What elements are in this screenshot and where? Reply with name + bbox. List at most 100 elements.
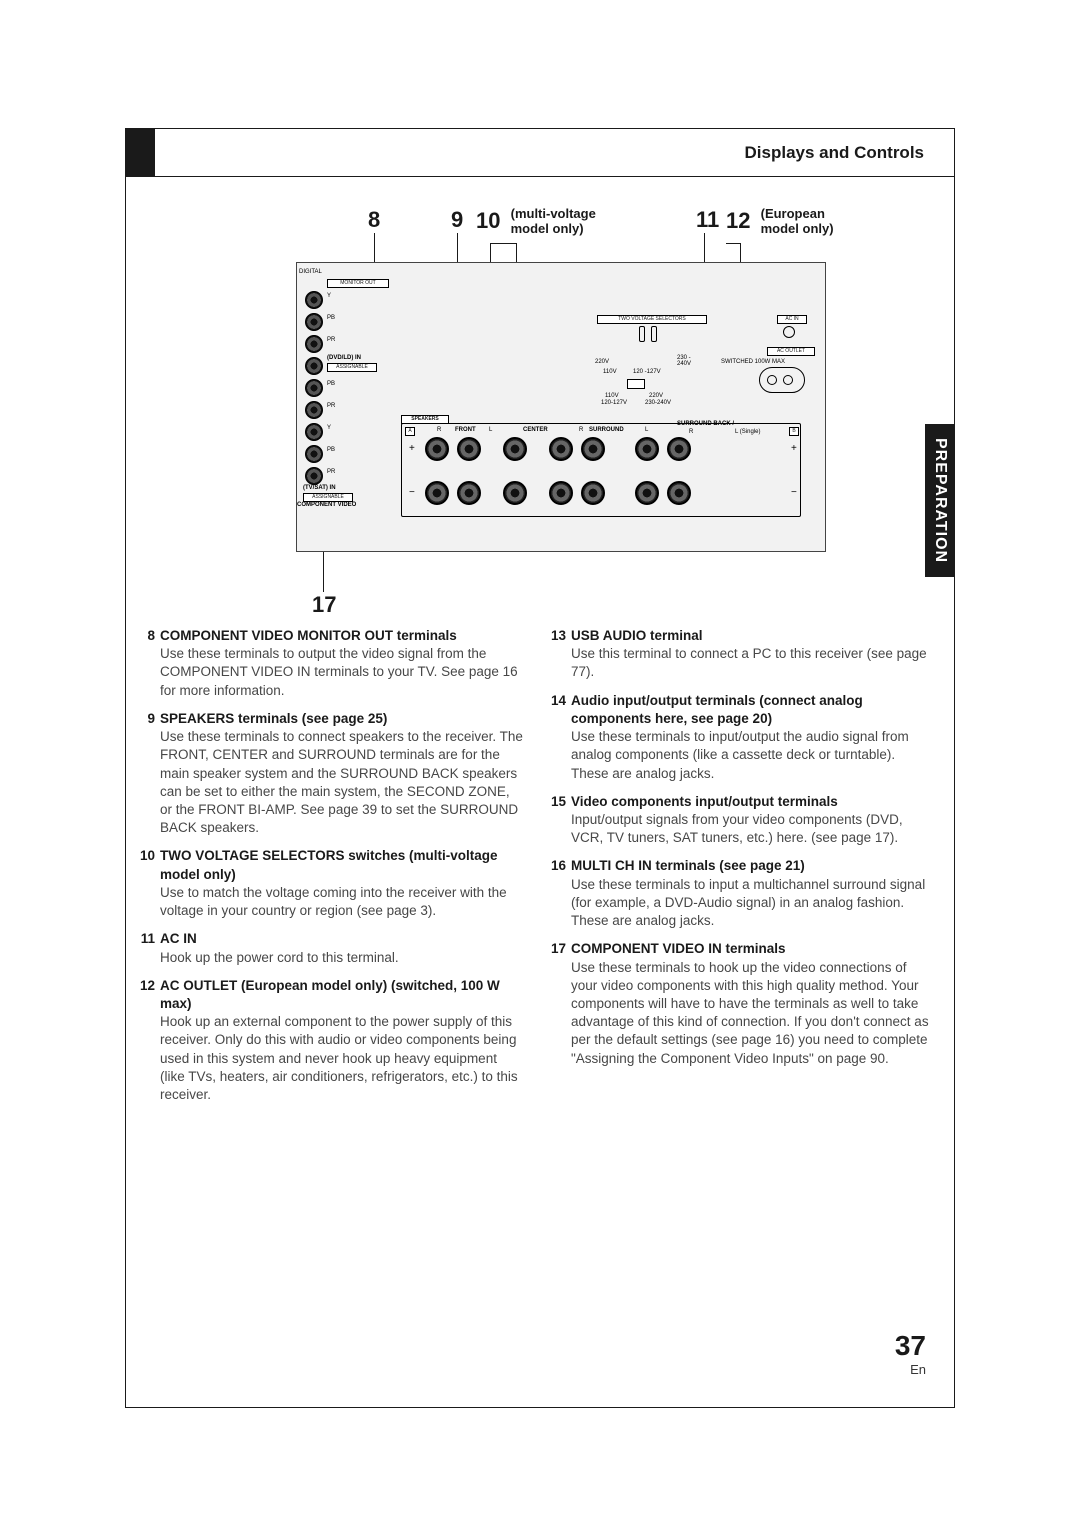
- diag-label: 230 - 240V: [677, 355, 691, 367]
- item-body: AC INHook up the power cord to this term…: [160, 930, 525, 966]
- list-item: 13USB AUDIO terminalUse this terminal to…: [549, 627, 936, 682]
- diag-label: L: [645, 427, 648, 433]
- right-column: 13USB AUDIO terminalUse this terminal to…: [549, 627, 936, 1114]
- terminal-icon: [503, 437, 527, 461]
- item-description: Use these terminals to input a multichan…: [571, 876, 936, 931]
- diag-label: 220V: [595, 359, 609, 365]
- diag-label: SWITCHED 100W MAX: [721, 359, 785, 365]
- rear-panel-figure: 8 9 10 (multi-voltage model only) 11 12 …: [146, 207, 934, 627]
- list-item: 17COMPONENT VIDEO IN terminalsUse these …: [549, 940, 936, 1068]
- item-description: Hook up an external component to the pow…: [160, 1013, 525, 1104]
- callout-17: 17: [312, 592, 336, 618]
- callout-sub-line: (multi-voltage: [511, 206, 596, 221]
- diag-label-box: TWO VOLTAGE SELECTORS: [597, 315, 707, 324]
- diag-label-box: A: [405, 427, 415, 436]
- speaker-row-minus: [425, 481, 691, 505]
- list-item: 14Audio input/output terminals (connect …: [549, 692, 936, 783]
- jack-icon: [305, 467, 323, 485]
- item-number: 9: [138, 710, 160, 838]
- page-frame: Displays and Controls PREPARATION 8 9 10…: [125, 128, 955, 1408]
- callout-12: 12 (European model only): [726, 207, 834, 237]
- callout-line: [323, 552, 324, 592]
- item-body: MULTI CH IN terminals (see page 21)Use t…: [571, 857, 936, 930]
- jack-icon: [305, 379, 323, 397]
- ac-pin-icon: [783, 326, 795, 338]
- terminal-icon: [425, 481, 449, 505]
- diag-label: COMPONENT VIDEO: [297, 502, 356, 508]
- terminal-icon: [635, 481, 659, 505]
- item-description: Use these terminals to output the video …: [160, 645, 525, 700]
- callout-12-num: 12: [726, 208, 750, 233]
- rear-panel-diagram: DIGITAL MONITOR OUT Y PB PR (DVD/LD) IN …: [296, 262, 826, 552]
- list-item: 12AC OUTLET (European model only) (switc…: [138, 977, 525, 1105]
- item-description: Use these terminals to input/output the …: [571, 728, 936, 783]
- item-body: AC OUTLET (European model only) (switche…: [160, 977, 525, 1105]
- item-body: COMPONENT VIDEO MONITOR OUT terminalsUse…: [160, 627, 525, 700]
- item-title: AC IN: [160, 930, 525, 948]
- section-title: Displays and Controls: [745, 143, 924, 162]
- callout-12-sub: (European model only): [761, 207, 834, 237]
- callout-9: 9: [451, 207, 463, 233]
- left-column: 8COMPONENT VIDEO MONITOR OUT terminalsUs…: [138, 627, 525, 1114]
- jack-column: [305, 291, 323, 489]
- outlet-frame: [759, 367, 805, 393]
- page-lang: En: [895, 1362, 926, 1377]
- item-body: TWO VOLTAGE SELECTORS switches (multi-vo…: [160, 847, 525, 920]
- terminal-icon: [425, 437, 449, 461]
- item-title: SPEAKERS terminals (see page 25): [160, 710, 525, 728]
- item-number: 16: [549, 857, 571, 930]
- diag-label-box: AC IN: [777, 315, 807, 324]
- diag-label: Y: [327, 425, 331, 431]
- diag-label: PR: [327, 469, 335, 475]
- item-number: 10: [138, 847, 160, 920]
- item-body: USB AUDIO terminalUse this terminal to c…: [571, 627, 936, 682]
- jack-icon: [305, 291, 323, 309]
- terminal-icon: [457, 481, 481, 505]
- diag-label: SURROUND: [589, 427, 624, 433]
- list-item: 10TWO VOLTAGE SELECTORS switches (multi-…: [138, 847, 525, 920]
- list-item: 9SPEAKERS terminals (see page 25)Use the…: [138, 710, 525, 838]
- item-body: COMPONENT VIDEO IN terminalsUse these te…: [571, 940, 936, 1068]
- terminal-icon: [581, 481, 605, 505]
- jack-icon: [305, 357, 323, 375]
- voltage-switch-icon: [627, 379, 645, 389]
- diag-label: 230-240V: [645, 400, 671, 406]
- item-number: 14: [549, 692, 571, 783]
- jack-icon: [305, 423, 323, 441]
- item-number: 11: [138, 930, 160, 966]
- terminal-icon: [549, 481, 573, 505]
- voltage-slot-icon: [639, 326, 645, 342]
- diag-label-box: AC OUTLET: [767, 347, 815, 356]
- callout-10-num: 10: [476, 208, 500, 233]
- diag-label: 120 -127V: [633, 369, 661, 375]
- terminal-icon: [457, 437, 481, 461]
- callout-11: 11: [696, 207, 719, 233]
- item-title: COMPONENT VIDEO MONITOR OUT terminals: [160, 627, 525, 645]
- diag-label: L (Single): [735, 429, 760, 435]
- callout-line: [490, 243, 516, 244]
- page-header: Displays and Controls: [126, 129, 954, 177]
- callout-sub-line: model only): [511, 221, 584, 236]
- diag-label: (DVD/LD) IN: [327, 355, 361, 361]
- item-title: MULTI CH IN terminals (see page 21): [571, 857, 936, 875]
- diag-label: 120-127V: [601, 400, 627, 406]
- diag-label: −: [791, 487, 797, 498]
- diag-label: PB: [327, 381, 335, 387]
- diag-label-box: ASSIGNABLE: [303, 493, 353, 502]
- item-title: TWO VOLTAGE SELECTORS switches (multi-vo…: [160, 847, 525, 883]
- item-description: Use these terminals to hook up the video…: [571, 959, 936, 1068]
- diag-label: Y: [327, 293, 331, 299]
- item-number: 12: [138, 977, 160, 1105]
- diag-label: PR: [327, 403, 335, 409]
- diag-label: −: [409, 487, 415, 498]
- item-number: 13: [549, 627, 571, 682]
- diag-label: CENTER: [523, 427, 548, 433]
- terminal-icon: [667, 481, 691, 505]
- diag-label: PR: [327, 337, 335, 343]
- callout-line: [726, 243, 741, 244]
- jack-icon: [305, 335, 323, 353]
- terminal-icon: [667, 437, 691, 461]
- callout-sub-line: model only): [761, 221, 834, 236]
- jack-icon: [305, 401, 323, 419]
- diag-label: R: [689, 429, 693, 435]
